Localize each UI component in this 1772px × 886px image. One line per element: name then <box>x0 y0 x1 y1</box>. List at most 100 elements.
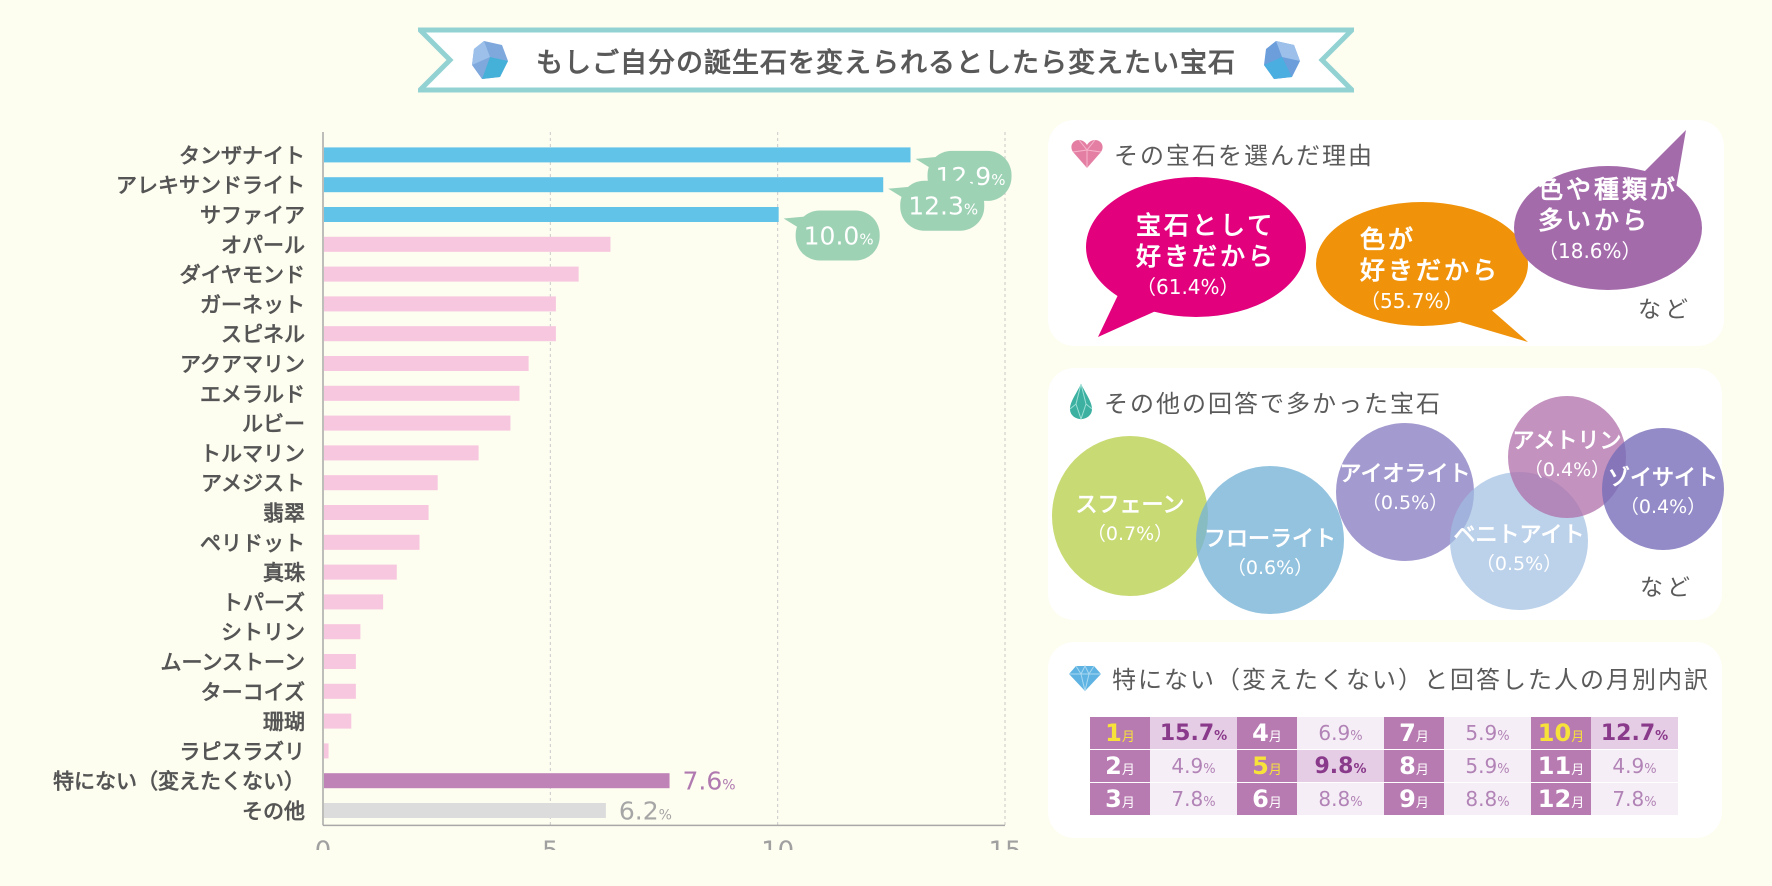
bar <box>324 654 356 669</box>
percent-unit: % <box>1644 795 1657 810</box>
gem-bubble-sphene: スフェーン （0.7%） <box>1052 436 1208 596</box>
bar <box>324 296 556 312</box>
bar <box>324 713 352 729</box>
month-cell: 4月 <box>1237 717 1297 750</box>
value-unit: % <box>722 778 735 794</box>
category-label: アメジスト <box>201 472 305 496</box>
gem-pct: （0.4%） <box>1619 495 1707 518</box>
ribbon-shape <box>418 27 1354 93</box>
bar <box>324 624 361 640</box>
gem-pct: （0.6%） <box>1226 556 1314 579</box>
bar <box>324 207 779 222</box>
percent-unit: % <box>1655 728 1669 744</box>
months-heading: 特にない（変えたくない）と回答した人の月別内訳 <box>1068 660 1710 695</box>
month-value-cell: 4.9% <box>1150 749 1237 783</box>
percent-unit: % <box>1497 729 1510 744</box>
gem-icon-left <box>472 41 508 79</box>
month-breakdown-table: 1月 15.7% 4月 6.9% 7月 5.9% 10月 12.7% 2月 4.9% 5月 9.8% 8… <box>1090 717 1678 816</box>
x-tick-label: 0 <box>315 836 332 850</box>
reason-2-line2: 好きだから <box>1360 256 1501 285</box>
reason-2-line1: 色が <box>1360 225 1417 254</box>
value-bubble: 12.3% <box>888 180 985 231</box>
percent-unit: % <box>1203 762 1216 777</box>
month-number: 10 <box>1537 719 1572 747</box>
bar <box>324 683 356 699</box>
month-number: 8 <box>1399 752 1416 780</box>
gem-name: フローライト <box>1203 526 1336 552</box>
category-label: その他 <box>242 800 305 824</box>
value-number: 10.0 <box>804 222 860 251</box>
category-label: スピネル <box>221 323 305 347</box>
bar <box>324 803 606 818</box>
month-row: 2月 4.9% 5月 9.8% 8月 5.9% 11月 4.9% <box>1090 749 1678 783</box>
month-cell: 10月 <box>1531 717 1591 750</box>
page-title: もしご自分の誕生石を変えられるとしたら変えたい宝石 <box>536 47 1236 79</box>
gem-bubble-zoisite: ゾイサイト （0.4%） <box>1602 428 1724 550</box>
reason-2-text: 色が 好きだから （55.7%） <box>1360 224 1500 317</box>
month-unit: 月 <box>1268 796 1282 811</box>
bubble-body <box>795 210 880 261</box>
bar <box>324 385 520 401</box>
others-heading: その他の回答で多かった宝石 <box>1068 382 1442 420</box>
month-value-cell: 4.9% <box>1591 749 1678 783</box>
month-value-cell: 7.8% <box>1591 782 1678 816</box>
reasons-heading-text: その宝石を選んだ理由 <box>1114 142 1374 170</box>
bar <box>324 356 529 371</box>
month-unit: 月 <box>1121 763 1135 778</box>
month-value: 7.8 <box>1612 787 1645 811</box>
category-label: アレキサンドライト <box>116 174 305 198</box>
category-label: シトリン <box>221 621 305 645</box>
month-value-cell: 5.9% <box>1444 749 1531 783</box>
reason-3-pct: （18.6%） <box>1538 239 1642 263</box>
category-label: タンザナイト <box>179 144 305 168</box>
bar <box>324 743 329 759</box>
month-cell: 1月 <box>1090 717 1150 750</box>
month-value: 8.8 <box>1465 787 1498 811</box>
month-cell: 3月 <box>1090 782 1150 816</box>
month-number: 4 <box>1252 719 1269 747</box>
month-value: 8.8 <box>1318 787 1351 811</box>
bar <box>324 773 670 789</box>
gem-pct: （0.5%） <box>1361 491 1449 514</box>
month-unit: 月 <box>1571 763 1585 778</box>
reason-1-text: 宝石として 好きだから （61.4%） <box>1136 210 1276 303</box>
value-unit: % <box>964 201 978 219</box>
month-cell: 11月 <box>1531 749 1591 783</box>
month-unit: 月 <box>1121 796 1135 811</box>
month-cell: 7月 <box>1384 717 1444 750</box>
month-cell: 9月 <box>1384 782 1444 816</box>
month-value: 15.7 <box>1159 720 1215 746</box>
value-unit: % <box>991 171 1005 189</box>
month-unit: 月 <box>1571 730 1585 745</box>
category-label: アクアマリン <box>180 353 305 377</box>
month-unit: 月 <box>1571 796 1585 811</box>
category-label: ターコイズ <box>201 680 305 704</box>
reason-1-line2: 好きだから <box>1136 242 1277 271</box>
category-label: 真珠 <box>263 561 306 585</box>
month-value: 4.9 <box>1171 754 1204 778</box>
month-unit: 月 <box>1268 763 1282 778</box>
category-label: 珊瑚 <box>263 710 305 734</box>
value-label: 10.0% <box>804 222 874 251</box>
reasons-heading: その宝石を選んだ理由 <box>1070 136 1374 171</box>
gem-name: アメトリン <box>1512 428 1622 454</box>
month-cell: 5月 <box>1237 749 1297 783</box>
reason-3-line2: 多いから <box>1538 206 1651 235</box>
category-label: トルマリン <box>200 442 305 466</box>
percent-unit: % <box>1350 729 1363 744</box>
category-labels: タンザナイトアレキサンドライトサファイアオパールダイヤモンドガーネットスピネルア… <box>53 144 306 824</box>
gem-name: ゾイサイト <box>1607 465 1718 491</box>
months-heading-text: 特にない（変えたくない）と回答した人の月別内訳 <box>1112 666 1710 694</box>
percent-unit: % <box>1350 795 1363 810</box>
bar <box>324 534 420 550</box>
bar <box>324 326 556 342</box>
diamond-icon <box>1069 664 1101 691</box>
reasons-panel: その宝石を選んだ理由 宝石として 好きだから （61.4%） 色が 好きだから … <box>1048 120 1724 346</box>
bar-chart: タンザナイトアレキサンドライトサファイアオパールダイヤモンドガーネットスピネルア… <box>53 132 1022 850</box>
value-number: 6.2 <box>619 797 659 826</box>
category-label: ペリドット <box>200 531 305 555</box>
bar <box>324 564 397 580</box>
x-tick-label: 10 <box>761 836 794 850</box>
category-label: 翡翠 <box>263 502 305 526</box>
x-tick-label: 5 <box>542 836 559 850</box>
